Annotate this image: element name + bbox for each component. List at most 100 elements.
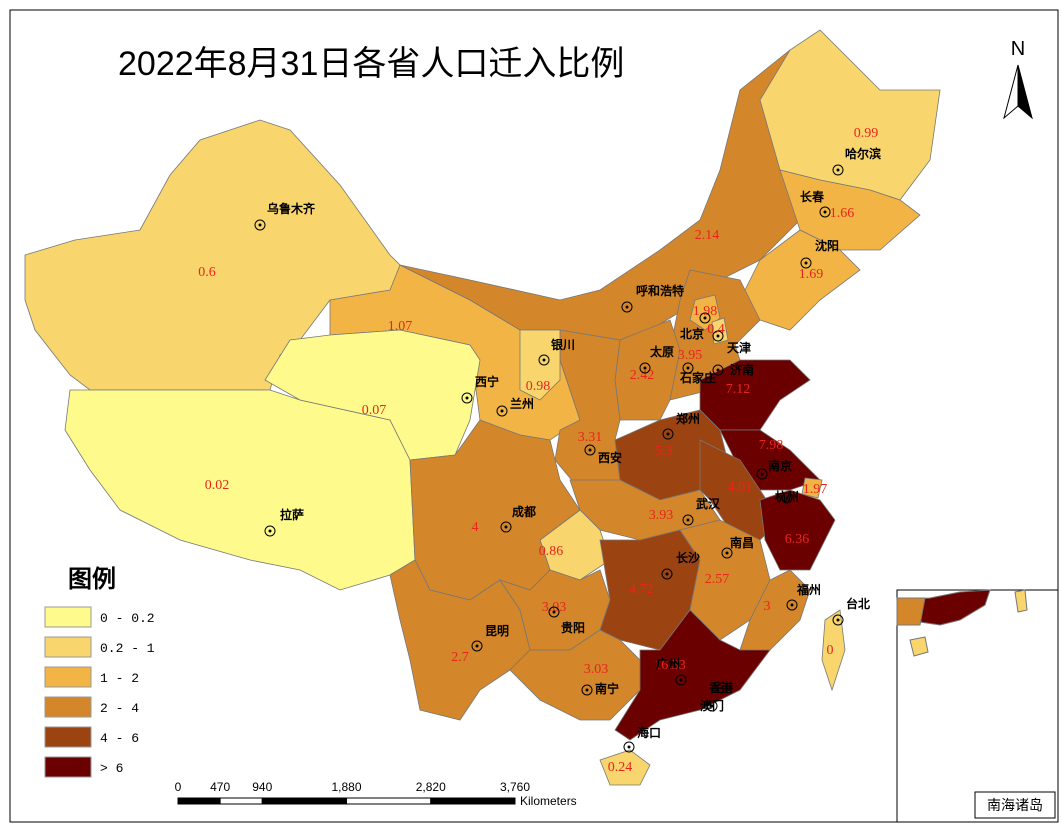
city-dot [832, 614, 844, 626]
city-dot [588, 448, 592, 452]
legend-swatch [44, 696, 92, 718]
city-dot [712, 330, 724, 342]
province [614, 609, 771, 741]
city-label: 呼和浩特 [636, 283, 684, 298]
city-dot [496, 405, 508, 417]
city-dot [836, 168, 840, 172]
legend-label: > 6 [100, 761, 123, 776]
city-dot [699, 312, 711, 324]
value-label: 1.97 [803, 482, 828, 497]
city-label: 澳门 [700, 698, 724, 713]
city-dot [716, 368, 720, 372]
value-label: 3.31 [578, 430, 603, 445]
legend-swatch [44, 726, 92, 748]
city-dot [790, 603, 794, 607]
city-dot [471, 640, 483, 652]
value-label: 7.12 [726, 382, 751, 397]
city-dot [627, 745, 631, 749]
city-label: 广州 [656, 656, 680, 671]
value-label: 1.98 [693, 304, 718, 319]
value-label: 1.69 [799, 267, 824, 282]
city-label: 乌鲁木齐 [267, 201, 316, 216]
legend-label: 4 - 6 [100, 731, 139, 746]
province [519, 329, 561, 401]
city-dot [706, 700, 718, 712]
value-label: 0 [827, 643, 834, 658]
city-dot [682, 362, 694, 374]
city-dot [756, 468, 768, 480]
city-dot [665, 572, 669, 576]
city-dot [268, 529, 272, 533]
city-label: 银川 [551, 337, 575, 352]
city-dot [675, 674, 687, 686]
city-dot [585, 688, 589, 692]
inset-land [1014, 589, 1028, 613]
value-label: 0.02 [205, 478, 230, 493]
city-dot [625, 305, 629, 309]
city-label: 成都 [512, 504, 536, 519]
north-arrow [1017, 64, 1033, 120]
city-label: 昆明 [485, 624, 509, 638]
scale-tick-label: 470 [210, 780, 230, 794]
value-label: 6.36 [785, 532, 810, 547]
value-label: 2.7 [451, 650, 469, 665]
value-label: 0.6 [198, 265, 216, 280]
city-dot [804, 261, 808, 265]
scale-unit: Kilometers [520, 794, 577, 808]
value-label: 2.57 [705, 572, 730, 587]
city-dot [721, 547, 733, 559]
city-dot [661, 568, 673, 580]
value-label: 16.33 [654, 658, 686, 673]
city-dot [643, 366, 647, 370]
scale-segment [346, 797, 432, 805]
city-dot [538, 354, 550, 366]
city-dot [686, 518, 690, 522]
city-label: 香港 [708, 680, 734, 695]
legend-swatch [44, 756, 92, 778]
province [599, 749, 651, 786]
province [821, 609, 846, 692]
city-dot [725, 551, 729, 555]
value-label: 4.72 [629, 582, 654, 597]
inset-label-box [974, 791, 1056, 819]
city-dot [823, 210, 827, 214]
city-dot [581, 684, 593, 696]
map-title: 2022年8月31日各省人口迁入比例 [118, 45, 624, 83]
province [264, 329, 481, 461]
city-label: 南宁 [595, 681, 619, 696]
scale-tick-label: 0 [175, 780, 182, 794]
value-label: 3.03 [542, 600, 567, 615]
scale-tick-label: 940 [252, 780, 272, 794]
scale-segment [219, 797, 263, 805]
inset-land [896, 597, 926, 626]
city-dot [461, 392, 473, 404]
city-dot [703, 316, 707, 320]
city-dot [584, 444, 596, 456]
city-dot [264, 525, 276, 537]
value-label: 3.95 [678, 348, 703, 363]
value-label: 7.98 [759, 438, 784, 453]
city-dot [621, 301, 633, 313]
value-label: 0.4 [707, 322, 725, 337]
city-label: 西安 [598, 450, 622, 465]
city-dot [832, 164, 844, 176]
city-dot [662, 428, 674, 440]
city-dot [679, 678, 683, 682]
city-dot [548, 606, 560, 618]
value-label: 3 [764, 599, 771, 614]
inset-frame [896, 589, 1059, 823]
legend-label: 1 - 2 [100, 671, 139, 686]
scale-segment [177, 797, 221, 805]
city-dot [639, 362, 651, 374]
legend-title: 图例 [68, 566, 116, 593]
city-label: 贵阳 [561, 620, 585, 635]
legend-swatch [44, 606, 92, 628]
city-label: 南京 [768, 458, 792, 473]
legend-label: 2 - 4 [100, 701, 139, 716]
city-dot [475, 644, 479, 648]
city-dot [781, 492, 793, 504]
value-label: 2.14 [695, 228, 720, 243]
city-label: 沈阳 [815, 238, 839, 253]
value-label: 0.24 [608, 760, 633, 775]
scale-tick-label: 1,880 [331, 780, 361, 794]
